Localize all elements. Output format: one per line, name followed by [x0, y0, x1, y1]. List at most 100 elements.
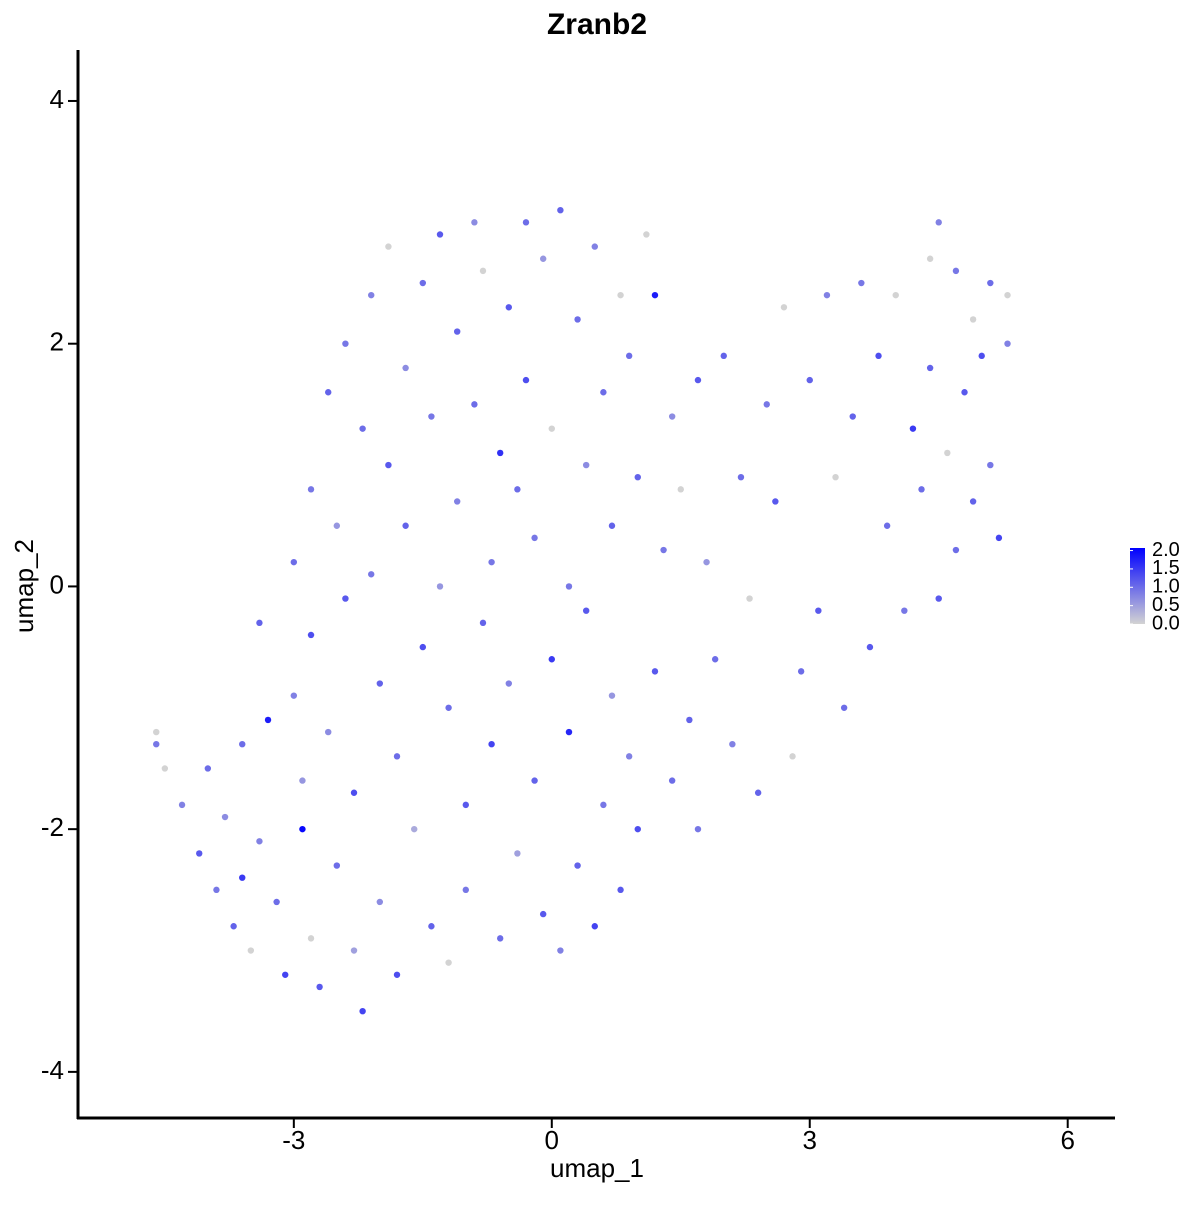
point [359, 425, 366, 432]
point [643, 231, 650, 238]
point [797, 668, 805, 675]
point [531, 534, 538, 542]
point [479, 619, 487, 627]
point [582, 607, 590, 614]
point [694, 376, 702, 384]
point [436, 583, 444, 590]
point [711, 656, 719, 663]
point [961, 389, 968, 396]
point [548, 425, 555, 432]
point [496, 935, 504, 942]
point [969, 316, 977, 323]
point [565, 583, 573, 590]
point [952, 546, 960, 554]
point [677, 486, 684, 493]
y-tick-label: -4 [41, 1055, 64, 1085]
point [926, 255, 934, 262]
point [944, 449, 951, 457]
point [290, 558, 298, 566]
point [505, 680, 512, 687]
point [522, 376, 530, 384]
colorbar-label: 1.5 [1152, 557, 1180, 579]
point [600, 389, 607, 396]
point [376, 898, 384, 906]
point [411, 825, 418, 833]
point [325, 728, 332, 736]
x-axis-label: umap_1 [550, 1153, 644, 1183]
point [350, 789, 358, 796]
point [436, 231, 444, 238]
point [505, 304, 512, 311]
point [385, 243, 392, 250]
point [264, 716, 272, 724]
point [668, 777, 676, 784]
point [514, 486, 521, 493]
point [419, 279, 427, 287]
point [221, 813, 229, 821]
point [926, 364, 934, 372]
point [823, 291, 831, 299]
point [256, 619, 263, 627]
point [419, 643, 427, 651]
point [333, 862, 341, 869]
point [204, 765, 212, 772]
point [247, 947, 255, 954]
point [557, 947, 564, 954]
x-tick-label: -3 [282, 1125, 305, 1155]
point [196, 850, 203, 857]
point [634, 825, 641, 833]
point [806, 376, 813, 384]
point [909, 425, 917, 432]
point [428, 413, 435, 420]
point [239, 874, 246, 881]
point [488, 741, 495, 748]
point [617, 291, 624, 299]
point [918, 486, 925, 493]
colorbar-label: 1.0 [1152, 576, 1180, 598]
point [582, 461, 590, 469]
point [815, 607, 822, 614]
point [1004, 340, 1011, 347]
point [307, 935, 315, 942]
point [462, 801, 470, 809]
point [935, 595, 942, 602]
point [299, 777, 306, 784]
point [617, 886, 624, 894]
point [445, 704, 452, 711]
point [987, 279, 994, 287]
point [600, 801, 607, 809]
y-tick-label: 0 [50, 569, 64, 599]
colorbar-label: 0.0 [1152, 612, 1180, 634]
point [858, 279, 865, 287]
point [883, 522, 891, 529]
point [978, 352, 985, 360]
point [282, 971, 289, 978]
point [625, 352, 633, 360]
point [454, 498, 461, 505]
point [565, 728, 573, 736]
point [608, 692, 616, 699]
point [531, 777, 538, 784]
point [952, 267, 960, 275]
colorbar-label: 2.0 [1152, 539, 1180, 561]
point [625, 753, 633, 760]
point [840, 704, 848, 711]
point [892, 291, 899, 299]
colorbar-label: 0.5 [1152, 594, 1180, 616]
point [153, 741, 160, 748]
point [290, 692, 298, 699]
point [368, 291, 375, 299]
x-tick-label: 6 [1060, 1125, 1074, 1155]
point [746, 595, 753, 602]
point [307, 486, 315, 493]
point [393, 971, 401, 978]
point [368, 571, 375, 578]
point [299, 825, 306, 833]
point [213, 886, 220, 894]
point [935, 219, 942, 226]
point [496, 449, 504, 457]
point [230, 923, 237, 930]
point [462, 886, 470, 894]
point [402, 364, 409, 372]
